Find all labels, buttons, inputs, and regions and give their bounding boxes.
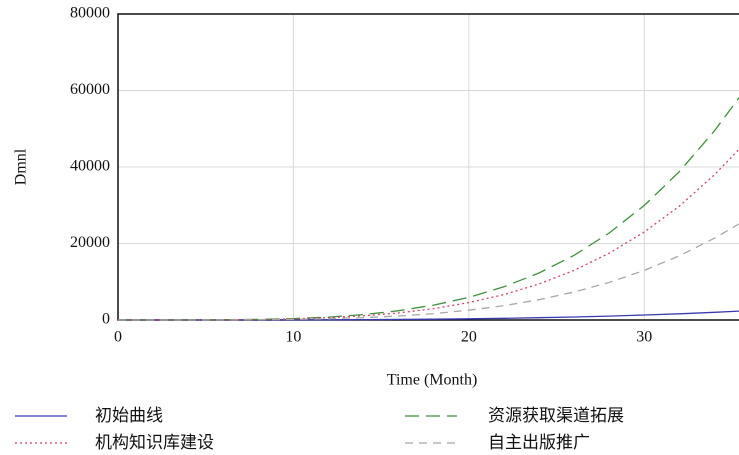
x-tick-label: 30 bbox=[636, 329, 652, 346]
x-tick-label: 0 bbox=[114, 329, 122, 346]
y-axis-label: Dmnl bbox=[13, 148, 30, 185]
x-tick-label: 10 bbox=[285, 329, 301, 346]
plot-frame bbox=[117, 13, 739, 321]
x-tick-label: 20 bbox=[461, 329, 477, 346]
legend-label: 自主出版推广 bbox=[488, 433, 590, 453]
series-line bbox=[118, 97, 739, 321]
y-tick-label: 0 bbox=[102, 311, 110, 328]
y-tick-label: 80000 bbox=[70, 5, 110, 22]
series-line bbox=[118, 310, 739, 321]
x-axis-label: Time (Month) bbox=[387, 372, 478, 389]
legend-label: 初始曲线 bbox=[95, 406, 163, 426]
y-tick-label: 40000 bbox=[70, 158, 110, 175]
y-tick-label: 20000 bbox=[70, 234, 110, 251]
series-line bbox=[118, 148, 739, 321]
series-line bbox=[118, 223, 739, 321]
legend-label: 资源获取渠道拓展 bbox=[488, 406, 624, 426]
y-tick-label: 60000 bbox=[70, 81, 110, 98]
legend-label: 机构知识库建设 bbox=[95, 433, 214, 453]
